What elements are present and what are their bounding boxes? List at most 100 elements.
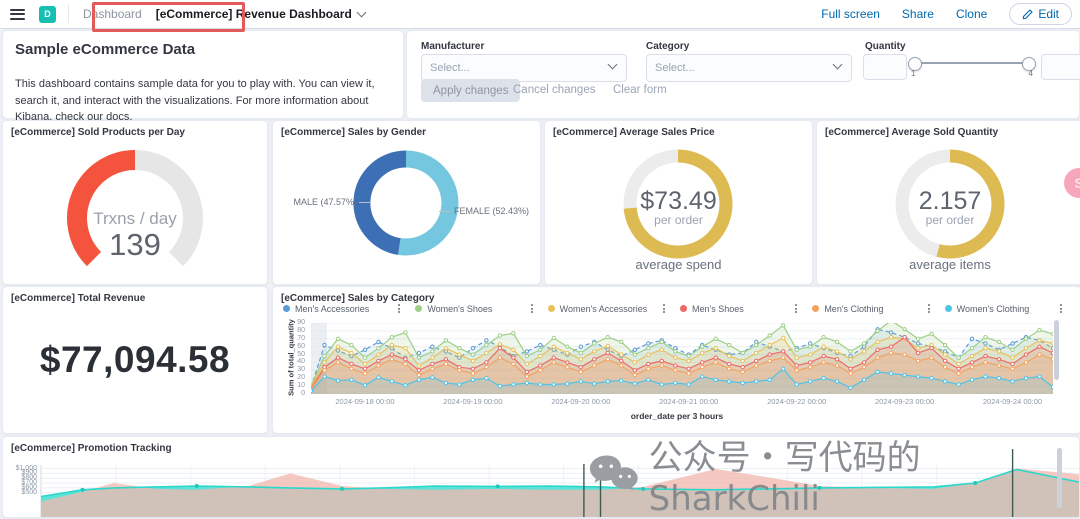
scrollbar-thumb[interactable] (1054, 320, 1059, 380)
y-tick: 70 (297, 334, 305, 342)
legend-label: Women's Accessories (559, 303, 648, 314)
legend-label: Men's Accessories (295, 303, 370, 314)
panel-sample-ecommerce-data: Sample eCommerce Data This dashboard con… (2, 30, 404, 123)
panel-title: [eCommerce] Sales by Gender (281, 127, 427, 138)
breadcrumb-dashboard[interactable]: Dashboard (83, 7, 142, 21)
y-tick: $1,000 (15, 464, 37, 472)
panel-sold-products-per-day: [eCommerce] Sold Products per Day Trxns … (2, 120, 268, 285)
legend-dot (415, 305, 423, 312)
progress-ring-chart[interactable] (545, 121, 812, 284)
legend-item[interactable]: Men's Accessories (283, 302, 415, 315)
panel-promotion-tracking: [eCommerce] Promotion Tracking $1,000 $90… (2, 436, 1080, 518)
panel-title: [eCommerce] Average Sold Quantity (825, 127, 999, 138)
x-axis-ticks: 2024-09-18 00:00 2024-09-19 00:00 2024-09-… (311, 397, 1053, 407)
scrollbar-thumb[interactable] (1057, 448, 1062, 508)
panel-title: [eCommerce] Average Sales Price (553, 127, 715, 138)
quantity-min-input[interactable] (863, 54, 907, 80)
intro-paragraph: This dashboard contains sample data for … (15, 78, 375, 123)
chart-legend: Men's Accessories Women's Shoes Women's Ac… (283, 302, 1077, 315)
y-tick: 90 (297, 319, 305, 326)
panel-title: [eCommerce] Total Revenue (11, 293, 146, 304)
menu-icon[interactable] (10, 8, 25, 20)
apply-changes-button[interactable]: Apply changes (421, 79, 521, 102)
edit-button[interactable]: Edit (1009, 3, 1072, 25)
legend-options-icon[interactable] (662, 303, 666, 314)
panel-title: [eCommerce] Sales by Category (281, 293, 435, 304)
legend-label: Women's Clothing (956, 303, 1030, 314)
quantity-max-input[interactable] (1041, 54, 1080, 80)
dashboard-title-text: [eCommerce] Revenue Dashboard (155, 7, 352, 21)
x-tick: 2024-09-22 00:00 (767, 397, 827, 406)
cancel-changes-button[interactable]: Cancel changes (513, 84, 596, 96)
ring-sublabel: per order (925, 213, 975, 227)
x-tick: 2024-09-23 00:00 (874, 397, 935, 406)
y-tick: $500 (21, 488, 37, 496)
top-navigation-bar: D Dashboard [eCommerce] Revenue Dashboar… (0, 0, 1080, 29)
ring-sublabel: per order (654, 213, 703, 227)
progress-ring-chart[interactable] (817, 121, 1080, 284)
ring-value: $73.49 (640, 187, 717, 215)
legend-item[interactable]: Women's Shoes (415, 302, 547, 315)
x-axis-title: order_date per 3 hours (630, 411, 724, 421)
chevron-down-icon (356, 7, 367, 18)
gauge-label: Trxns / day (93, 209, 177, 228)
gauge-chart[interactable] (3, 121, 267, 284)
floating-badge[interactable]: S (1064, 168, 1080, 198)
area-chart[interactable] (311, 323, 1053, 394)
y-tick: 30 (297, 366, 305, 374)
legend-options-icon[interactable] (530, 303, 534, 314)
manufacturer-label: Manufacturer (421, 41, 485, 52)
legend-options-icon[interactable] (927, 303, 931, 314)
category-select[interactable]: Select... (646, 54, 852, 82)
slider-handle-max[interactable] (1022, 57, 1036, 71)
ring-caption: average items (909, 257, 991, 272)
dashboard-app-icon[interactable]: D (39, 5, 56, 23)
manufacturer-select[interactable]: Select... (421, 54, 627, 82)
ring-caption: average spend (635, 257, 722, 272)
y-axis-ticks: $1,000 $900 $800 $700 $600 $500 (7, 437, 37, 517)
legend-item[interactable]: Men's Clothing (812, 302, 944, 315)
y-tick: $900 (21, 469, 37, 477)
legend-label: Men's Shoes (691, 303, 744, 314)
legend-options-icon[interactable] (1059, 303, 1063, 314)
legend-options-icon[interactable] (397, 303, 401, 314)
legend-item[interactable]: Women's Clothing (944, 302, 1077, 315)
legend-options-icon[interactable] (794, 303, 798, 314)
x-tick: 2024-09-19 00:00 (443, 397, 503, 406)
clone-button[interactable]: Clone (955, 7, 988, 21)
y-tick: $800 (21, 474, 37, 482)
donut-chart[interactable] (273, 121, 540, 284)
legend-item[interactable]: Men's Shoes (679, 302, 812, 315)
y-axis-ticks: 0 10 20 30 40 50 60 70 80 90 (285, 319, 305, 397)
legend-dot (283, 305, 290, 312)
y-tick: 10 (297, 382, 305, 390)
panel-total-revenue: [eCommerce] Total Revenue $77,094.58 (2, 286, 268, 434)
panel-sales-by-gender: [eCommerce] Sales by Gender MALE (47.57%… (272, 120, 541, 285)
y-tick: 60 (297, 342, 305, 350)
slider-max-value: 4 (1028, 69, 1033, 78)
quantity-label: Quantity (865, 41, 906, 52)
legend-label: Women's Shoes (427, 303, 493, 314)
legend-dot (812, 305, 820, 312)
slider-handle-min[interactable] (908, 57, 922, 71)
y-tick: 20 (297, 374, 305, 382)
ring-value: 2.157 (918, 187, 982, 215)
clear-form-button[interactable]: Clear form (613, 84, 667, 96)
total-revenue-value: $77,094.58 (39, 339, 231, 380)
panel-title: [eCommerce] Promotion Tracking (11, 443, 172, 454)
y-tick: $700 (21, 479, 37, 486)
quantity-slider[interactable]: 1 4 (908, 57, 1036, 78)
share-button[interactable]: Share (901, 7, 934, 21)
full-screen-button[interactable]: Full screen (821, 7, 880, 21)
female-slice-label: FEMALE (52.43%) (454, 206, 530, 216)
category-label: Category (646, 41, 690, 52)
chevron-down-icon (607, 59, 618, 70)
page-title[interactable]: [eCommerce] Revenue Dashboard (155, 7, 367, 21)
panel-sales-by-category: [eCommerce] Sales by Category Men's Acce… (272, 286, 1080, 434)
y-tick: 50 (297, 350, 305, 358)
chevron-down-icon (832, 59, 843, 70)
y-tick: 40 (297, 358, 305, 366)
legend-item[interactable]: Women's Accessories (547, 302, 680, 315)
y-tick: 0 (301, 390, 305, 397)
male-slice-label: MALE (47.57%) (293, 197, 357, 207)
